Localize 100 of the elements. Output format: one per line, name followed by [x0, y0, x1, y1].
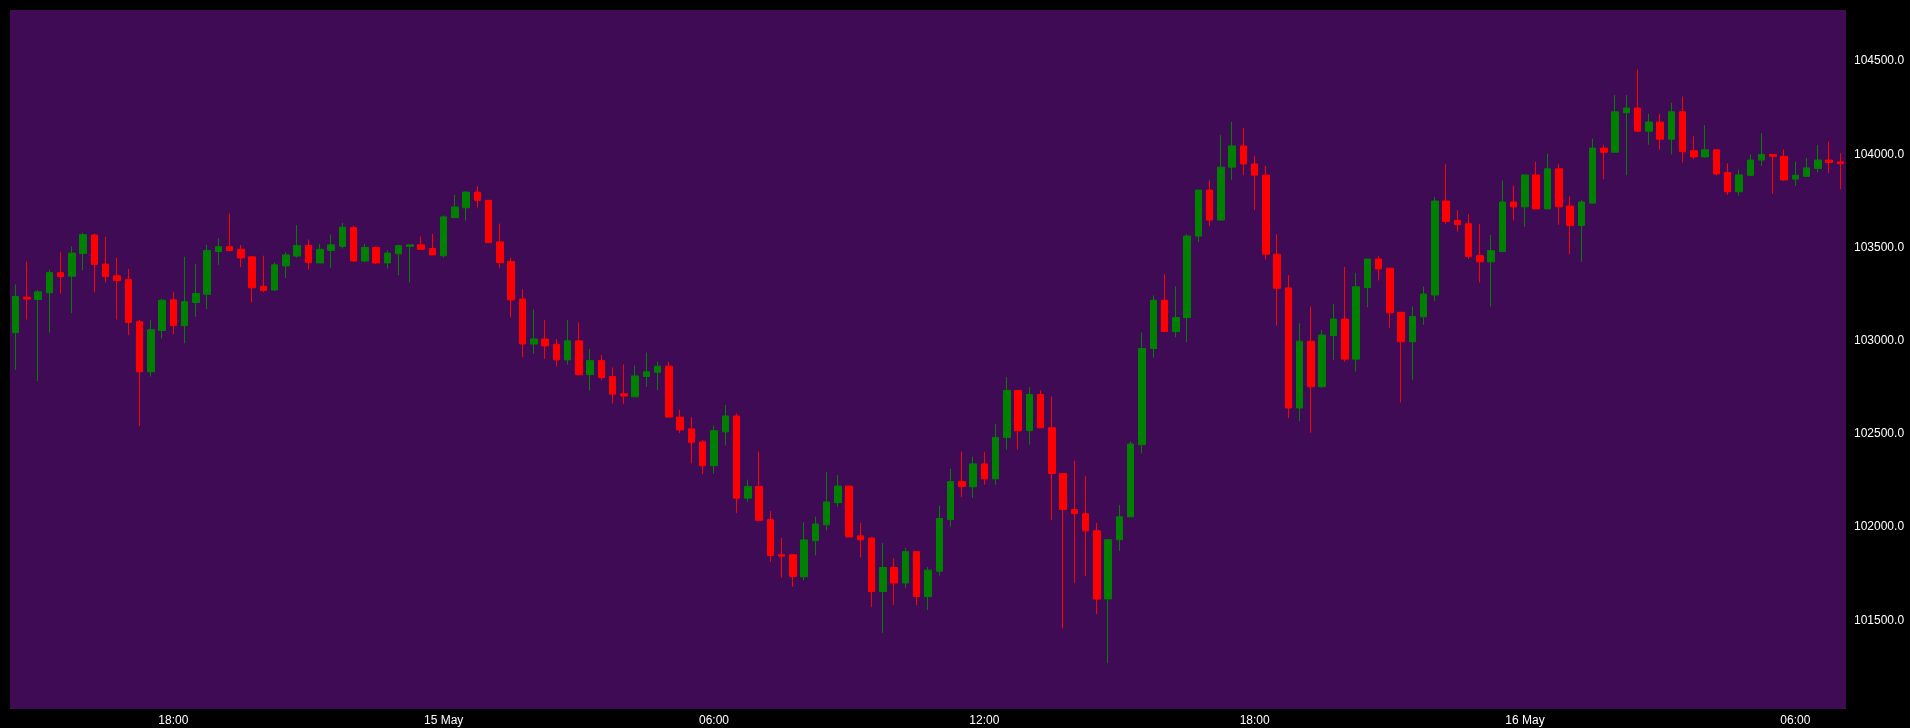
- y-tick-label: 102000.0: [1854, 519, 1905, 534]
- candlestick: [23, 260, 31, 320]
- candlestick: [1397, 311, 1405, 404]
- candlestick: [1195, 189, 1202, 243]
- candlestick: [1003, 376, 1011, 451]
- candlestick: [68, 245, 76, 314]
- candlestick: [350, 224, 357, 263]
- candlestick: [631, 364, 639, 398]
- candlestick: [226, 213, 233, 252]
- y-tick-label: 103000.0: [1854, 332, 1905, 347]
- candlestick: [1532, 161, 1540, 210]
- candlestick: [339, 222, 346, 250]
- candlestick: [699, 439, 706, 475]
- candlestick: [46, 269, 53, 334]
- candlestick: [812, 516, 819, 556]
- candlestick: [586, 348, 594, 392]
- candlestick: [1251, 155, 1258, 211]
- candlestick: [1656, 113, 1664, 150]
- candlestick: [1240, 127, 1247, 176]
- candlestick: [1071, 460, 1078, 584]
- candlestick: [282, 251, 290, 279]
- candlestick: [1735, 168, 1743, 197]
- y-tick-label: 101500.0: [1854, 612, 1905, 627]
- candlestick: [1780, 148, 1788, 182]
- candlestick: [1330, 303, 1337, 361]
- candlestick: [361, 243, 369, 263]
- candlestick: [91, 233, 98, 293]
- x-tick-label: 12:00: [969, 713, 1000, 727]
- candlestick: [305, 238, 312, 271]
- candlestick: [598, 354, 605, 381]
- candlestick: [981, 451, 988, 486]
- candlestick: [1679, 95, 1686, 163]
- y-tick-label: 104000.0: [1854, 146, 1905, 161]
- candlestick: [992, 423, 999, 486]
- candlestick: [1645, 113, 1653, 146]
- candlestick: [1589, 138, 1596, 204]
- candlestick: [1262, 165, 1270, 260]
- candlestick: [12, 283, 19, 371]
- candlestick: [1341, 266, 1349, 363]
- candlestick: [248, 255, 256, 303]
- candlestick: [1837, 152, 1844, 190]
- candlestick: [147, 319, 155, 377]
- candlestick: [1116, 504, 1123, 552]
- candlestick: [1048, 396, 1056, 521]
- candlestick: [237, 244, 245, 268]
- candlestick: [1803, 157, 1810, 178]
- candlestick: [789, 554, 797, 588]
- candlestick: [79, 232, 87, 271]
- candlestick: [158, 298, 166, 340]
- candlestick: [1611, 94, 1619, 153]
- candlestick: [260, 255, 267, 293]
- x-tick-label: 16 May: [1505, 713, 1545, 727]
- candlestick: [192, 263, 200, 318]
- candlestick: [1307, 306, 1315, 434]
- candlestick: [1487, 234, 1495, 308]
- candlestick: [507, 257, 515, 319]
- candlestick: [1566, 196, 1574, 255]
- candlestick: [316, 243, 324, 264]
- candlestick: [1161, 273, 1168, 333]
- candlestick: [800, 521, 808, 581]
- candlestick: [1521, 174, 1529, 228]
- candlestick: [1623, 94, 1630, 176]
- candlestick: [429, 233, 436, 256]
- candlestick: [845, 485, 853, 538]
- candlestick: [1364, 258, 1371, 308]
- candlestick: [676, 409, 684, 434]
- candlestick: [1713, 149, 1720, 176]
- candlestick: [203, 244, 211, 310]
- candlestick: [136, 319, 143, 427]
- candlestick: [1454, 209, 1461, 233]
- candlestick: [924, 566, 932, 611]
- candlestick: [1465, 213, 1472, 260]
- candlestick: [902, 547, 909, 589]
- candlestick: [1668, 102, 1675, 155]
- candlestick: [936, 505, 943, 577]
- candlestick: [1578, 199, 1585, 263]
- candlestick: [113, 257, 121, 320]
- candlestick: [1127, 441, 1134, 518]
- candlestick: [384, 249, 391, 270]
- candlestick: [1701, 124, 1709, 159]
- candlestick: [1318, 329, 1326, 389]
- candlestick: [34, 289, 42, 382]
- candlestick: [1273, 233, 1281, 327]
- candlestick: [1442, 163, 1450, 225]
- candlestick: [1690, 135, 1698, 160]
- candlestick: [1499, 179, 1506, 253]
- candlestick: [1375, 255, 1382, 281]
- candlestick: [1285, 274, 1292, 419]
- candlestick: [868, 536, 875, 608]
- candlestick: [1634, 68, 1641, 133]
- candlestick: [406, 244, 414, 284]
- candlestick: [744, 479, 752, 503]
- candlestick: [1150, 295, 1157, 359]
- x-tick-label: 06:00: [1780, 713, 1811, 727]
- candlestick: [755, 450, 763, 521]
- candlestick: [541, 319, 549, 360]
- candlestick: [395, 244, 402, 276]
- candlestick: [271, 262, 278, 292]
- candlestick: [451, 194, 459, 219]
- candlestick: [496, 223, 504, 269]
